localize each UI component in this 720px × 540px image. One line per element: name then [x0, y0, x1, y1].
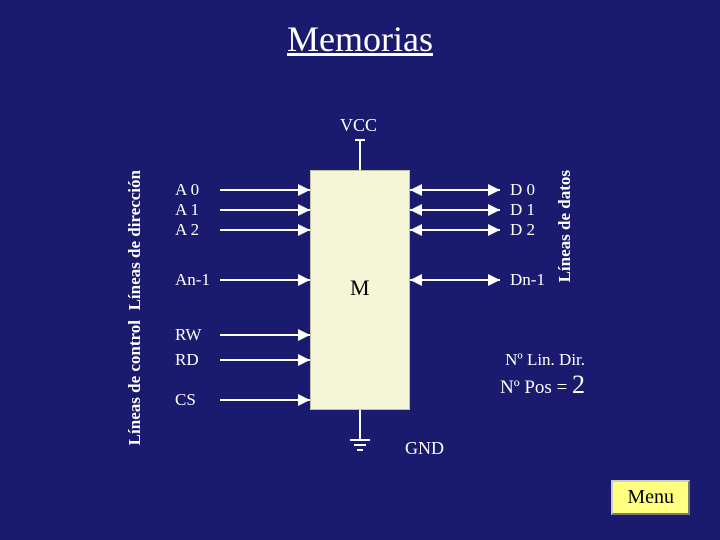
pin-a1: A 1 — [175, 200, 199, 220]
label-address-lines: Líneas de dirección — [125, 170, 145, 310]
chip-label: M — [350, 275, 370, 301]
label-gnd: GND — [405, 438, 444, 459]
capacity-formula: Nº Lin. Dir. Nº Pos = 2 — [500, 350, 585, 400]
formula-base: 2 — [572, 370, 585, 399]
pin-d1: D 1 — [510, 200, 535, 220]
label-data-lines: Líneas de datos — [555, 170, 575, 282]
page-title: Memorias — [0, 18, 720, 60]
pin-d2: D 2 — [510, 220, 535, 240]
formula-prefix: Nº Pos = — [500, 377, 572, 398]
label-vcc: VCC — [340, 115, 377, 136]
pin-dn: Dn-1 — [510, 270, 545, 290]
pin-cs: CS — [175, 390, 196, 410]
pin-rd: RD — [175, 350, 199, 370]
pin-rw: RW — [175, 325, 201, 345]
pin-a2: A 2 — [175, 220, 199, 240]
menu-button[interactable]: Menu — [611, 480, 690, 515]
formula-exponent: Nº Lin. Dir. — [500, 350, 585, 370]
pin-d0: D 0 — [510, 180, 535, 200]
label-control-lines: Líneas de control — [125, 320, 145, 445]
pin-a0: A 0 — [175, 180, 199, 200]
pin-an: An-1 — [175, 270, 210, 290]
